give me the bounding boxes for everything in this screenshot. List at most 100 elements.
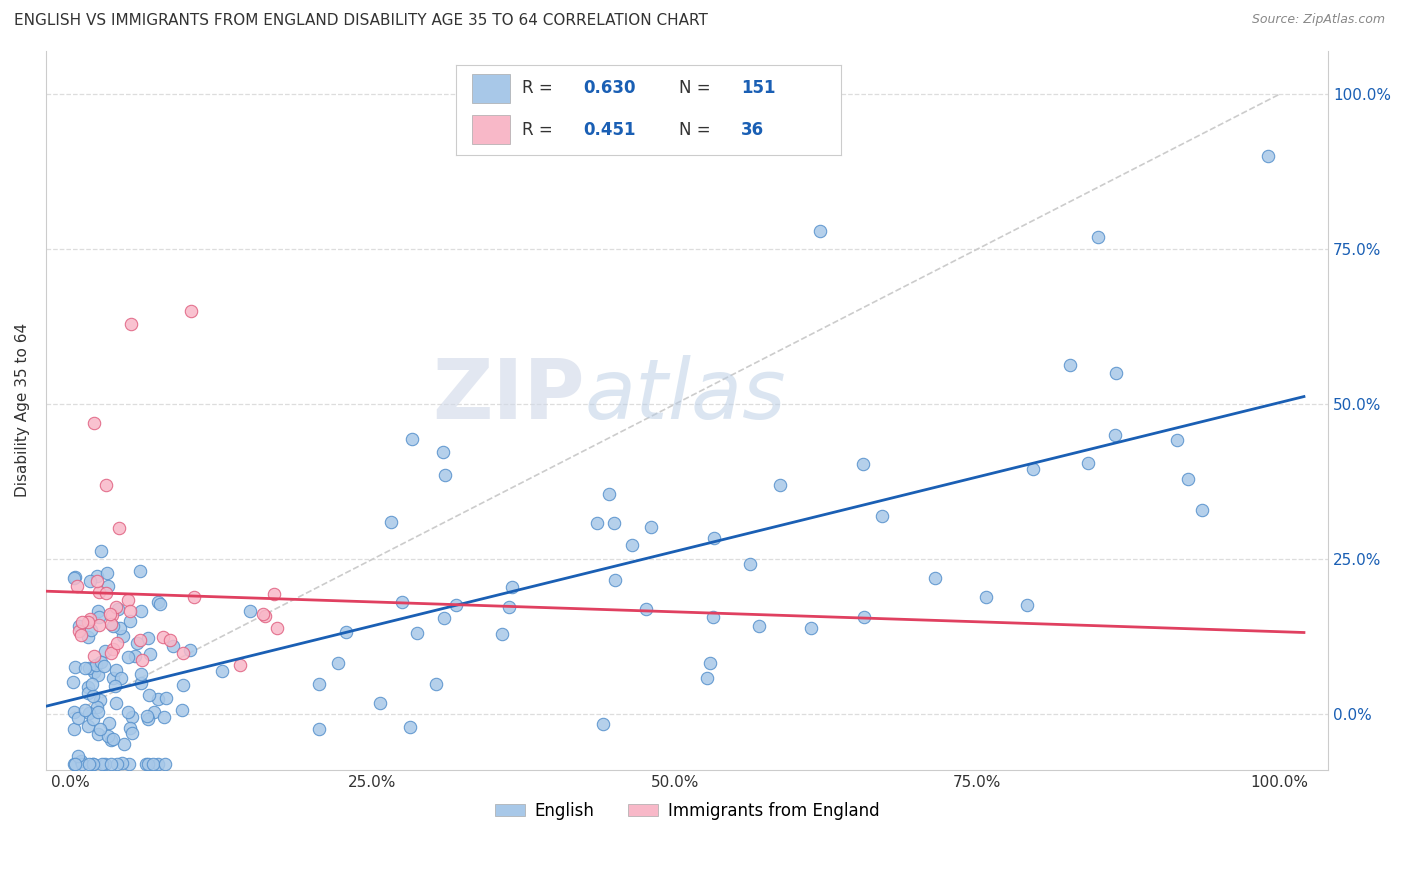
Point (117, 649, 139, 664)
Point (104, 600, 127, 615)
Point (118, 604, 141, 618)
Point (800, 621, 823, 635)
Point (491, 627, 513, 641)
Point (82, 689, 104, 703)
Text: ENGLISH VS IMMIGRANTS FROM ENGLAND DISABILITY AGE 35 TO 64 CORRELATION CHART: ENGLISH VS IMMIGRANTS FROM ENGLAND DISAB… (14, 13, 709, 29)
Point (107, 601, 129, 615)
Text: Source: ZipAtlas.com: Source: ZipAtlas.com (1251, 13, 1385, 27)
Point (211, 665, 233, 679)
Point (98, 715, 121, 730)
Point (172, 646, 194, 660)
Point (335, 624, 357, 639)
Point (121, 710, 143, 724)
Point (974, 590, 997, 604)
Point (93, 659, 115, 673)
Point (62, 675, 84, 690)
Point (65, 570, 87, 584)
Point (702, 610, 724, 624)
Point (153, 756, 176, 771)
Point (162, 640, 184, 654)
Point (117, 706, 139, 720)
Point (89, 722, 111, 736)
Point (136, 712, 159, 726)
Point (1177, 472, 1199, 486)
Point (112, 629, 135, 643)
Point (128, 632, 150, 647)
Point (1077, 456, 1099, 470)
Point (634, 602, 657, 616)
Point (808, 223, 831, 237)
Point (67, 624, 90, 638)
Point (152, 630, 174, 644)
Point (129, 666, 152, 681)
Point (228, 657, 250, 672)
Point (86, 668, 108, 682)
Point (100, 646, 122, 660)
Point (83, 665, 105, 680)
Point (699, 656, 721, 670)
Point (62, 723, 84, 737)
Point (129, 676, 152, 690)
Point (79, 612, 101, 626)
Point (121, 725, 143, 739)
Point (97, 579, 120, 593)
Point (86, 700, 108, 714)
Point (94, 586, 117, 600)
Point (152, 710, 174, 724)
Point (63, 659, 86, 673)
Point (602, 516, 624, 530)
Point (77, 615, 100, 629)
Point (90, 544, 112, 558)
Text: atlas: atlas (585, 355, 786, 436)
Point (239, 604, 262, 618)
Point (120, 317, 142, 331)
Point (328, 657, 350, 671)
Point (70, 756, 93, 771)
Point (66, 579, 89, 593)
Point (101, 641, 124, 656)
Point (136, 632, 159, 646)
Point (63, 571, 86, 585)
Point (67, 749, 90, 764)
Point (67, 711, 90, 725)
Point (129, 565, 152, 579)
Point (67, 618, 90, 632)
Point (70, 628, 93, 642)
Point (100, 616, 122, 631)
Point (138, 688, 160, 702)
Point (104, 663, 127, 677)
Point (139, 647, 162, 661)
Point (149, 597, 172, 611)
Point (100, 733, 122, 747)
Point (136, 756, 159, 771)
Point (308, 722, 330, 736)
Point (107, 521, 129, 535)
Point (77, 661, 100, 675)
Point (870, 508, 893, 523)
Point (63, 756, 86, 771)
Point (118, 721, 141, 735)
Point (93, 644, 115, 658)
Point (76, 680, 98, 694)
Point (391, 594, 413, 608)
Point (108, 621, 131, 635)
Point (586, 516, 609, 531)
Point (82, 712, 104, 726)
Point (80, 623, 103, 637)
Point (498, 599, 520, 614)
Point (142, 756, 165, 771)
Point (253, 608, 276, 623)
Point (425, 677, 447, 691)
Point (159, 632, 181, 647)
Point (83, 416, 105, 430)
Point (118, 615, 141, 629)
Point (252, 607, 274, 622)
Point (118, 756, 141, 771)
Point (143, 706, 166, 720)
Point (266, 621, 288, 635)
Point (924, 571, 946, 585)
Point (86, 574, 108, 589)
Point (86, 705, 108, 719)
Point (748, 619, 770, 633)
Point (79, 574, 101, 589)
